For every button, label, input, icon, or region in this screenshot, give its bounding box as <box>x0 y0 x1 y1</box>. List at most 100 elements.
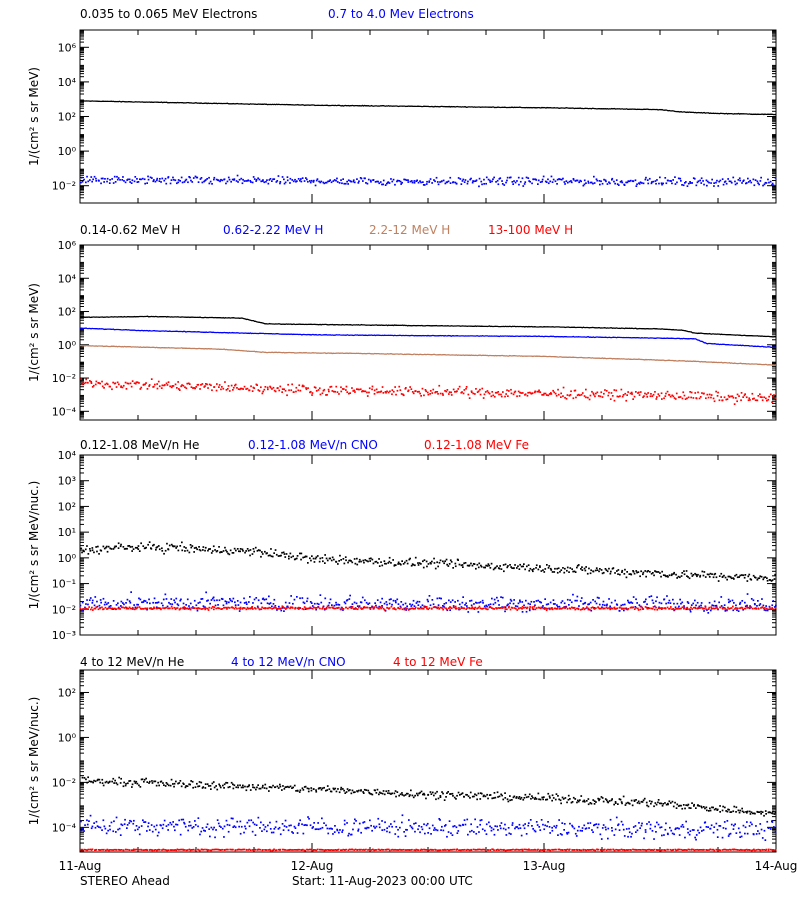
data-point <box>637 849 640 851</box>
data-point <box>226 608 228 610</box>
data-point <box>670 849 673 852</box>
data-point <box>548 826 551 828</box>
data-point <box>624 607 626 610</box>
data-point <box>139 388 142 390</box>
data-point <box>724 180 727 183</box>
data-point <box>723 574 725 577</box>
data-point <box>319 557 322 560</box>
data-point <box>475 388 477 390</box>
data-point <box>672 608 675 610</box>
data-point <box>383 828 386 831</box>
data-point <box>427 600 429 603</box>
data-point <box>327 388 330 391</box>
data-point <box>391 825 393 828</box>
data-point <box>715 390 717 393</box>
data-point <box>188 551 191 554</box>
data-point <box>733 578 735 580</box>
data-point <box>542 798 544 801</box>
data-point <box>313 386 316 388</box>
data-point <box>378 791 381 794</box>
data-point <box>245 550 247 552</box>
data-point <box>409 603 411 605</box>
data-point <box>267 824 269 827</box>
data-point <box>736 182 738 185</box>
data-point <box>347 183 349 185</box>
data-point <box>315 608 317 611</box>
data-point <box>293 391 295 393</box>
data-point <box>284 556 287 558</box>
data-point <box>284 608 287 610</box>
data-point <box>528 569 531 572</box>
data-point <box>583 824 586 827</box>
data-point <box>180 818 183 821</box>
data-point <box>80 176 83 179</box>
data-point <box>200 177 203 179</box>
data-point <box>700 805 703 808</box>
data-point <box>700 604 702 607</box>
data-point <box>480 819 483 821</box>
data-point <box>531 825 533 827</box>
data-point <box>508 832 511 835</box>
data-point <box>772 810 774 813</box>
data-point <box>338 604 341 606</box>
data-point <box>571 568 573 570</box>
data-point <box>502 798 505 801</box>
data-point <box>483 393 486 396</box>
data-point <box>421 604 424 607</box>
data-point <box>560 178 563 181</box>
data-point <box>284 181 287 184</box>
data-point <box>704 821 707 824</box>
data-point <box>595 607 597 609</box>
data-point <box>517 848 519 851</box>
data-point <box>130 182 133 184</box>
data-point <box>442 179 445 182</box>
data-point <box>120 543 122 546</box>
data-point <box>587 603 589 606</box>
data-point <box>381 564 384 567</box>
data-point <box>355 820 357 822</box>
data-point <box>150 548 153 550</box>
data-point <box>686 185 689 187</box>
data-point <box>310 787 313 789</box>
data-point <box>509 799 511 802</box>
data-point <box>170 605 173 608</box>
data-point <box>328 180 331 182</box>
data-point <box>245 789 248 792</box>
data-point <box>188 783 190 786</box>
data-point <box>315 556 318 559</box>
data-point <box>746 832 749 835</box>
data-point <box>225 549 227 552</box>
data-point <box>155 824 158 827</box>
data-point <box>212 596 215 599</box>
data-point <box>697 180 700 183</box>
data-point <box>147 825 149 828</box>
data-point <box>105 849 107 852</box>
data-point <box>579 849 581 851</box>
data-point <box>282 848 284 851</box>
data-point <box>387 562 390 564</box>
data-point <box>470 391 473 394</box>
data-point <box>156 601 159 604</box>
data-point <box>259 787 262 790</box>
data-point <box>601 606 603 609</box>
data-point <box>301 848 304 851</box>
data-point <box>184 607 186 609</box>
data-point <box>493 598 496 601</box>
data-point <box>340 608 342 611</box>
data-point <box>661 607 663 609</box>
data-point <box>661 570 663 573</box>
data-point <box>359 388 362 391</box>
data-point <box>724 576 727 579</box>
data-point <box>754 179 757 181</box>
data-point <box>426 607 428 610</box>
data-point <box>365 601 368 604</box>
data-point <box>192 177 195 179</box>
data-point <box>446 609 449 612</box>
data-point <box>425 183 428 185</box>
data-point <box>665 392 667 395</box>
series-1 <box>79 99 777 116</box>
data-point <box>510 849 513 851</box>
data-point <box>765 607 768 610</box>
data-point <box>361 596 364 599</box>
data-point <box>211 183 213 185</box>
